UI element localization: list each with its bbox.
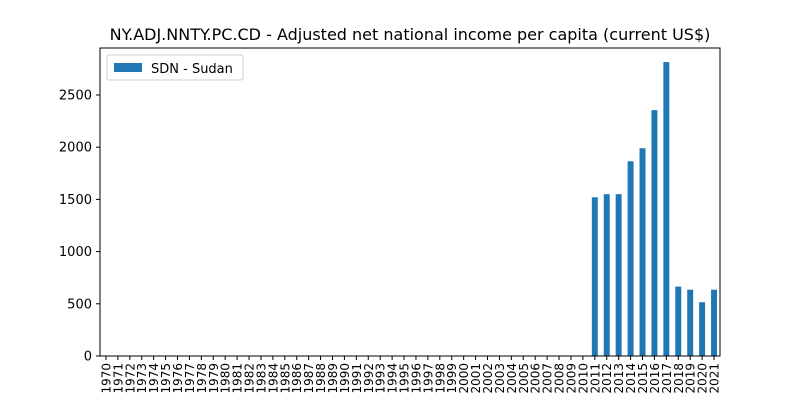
x-tick-label: 2007	[541, 363, 555, 394]
x-tick-label: 2004	[505, 363, 519, 394]
x-tick-label: 1993	[374, 363, 388, 394]
x-tick-label: 2018	[672, 363, 686, 394]
x-tick-label: 2010	[576, 363, 590, 394]
x-tick-label: 2012	[600, 363, 614, 394]
bar-2015	[639, 148, 646, 356]
bar-2016	[651, 110, 658, 357]
x-tick-label: 1988	[314, 363, 328, 394]
x-tick-label: 1975	[159, 363, 173, 394]
x-tick-label: 1986	[290, 363, 304, 394]
x-tick-label: 2003	[493, 363, 507, 394]
x-tick-label: 2013	[612, 363, 626, 394]
bar-2020	[699, 302, 706, 356]
x-tick-label: 1980	[219, 363, 233, 394]
bar-2013	[615, 194, 622, 356]
x-tick-label: 1989	[326, 363, 340, 394]
legend-label: SDN - Sudan	[151, 62, 233, 77]
x-tick-label: 1990	[338, 363, 352, 394]
chart-title: NY.ADJ.NNTY.PC.CD - Adjusted net nationa…	[110, 25, 711, 44]
x-tick-label: 2021	[708, 363, 722, 394]
x-tick-label: 1997	[421, 363, 435, 394]
x-tick-label: 1977	[183, 363, 197, 394]
y-tick-label: 1000	[59, 245, 92, 260]
bar-2011	[591, 197, 598, 356]
x-tick-label: 2020	[696, 363, 710, 394]
x-tick-label: 1974	[147, 363, 161, 394]
x-tick-label: 2008	[553, 363, 567, 394]
x-tick-label: 2002	[481, 363, 495, 394]
x-tick-label: 1991	[350, 363, 364, 394]
legend: SDN - Sudan	[106, 54, 244, 81]
x-tick-label: 2019	[684, 363, 698, 394]
x-tick-label: 1972	[123, 363, 137, 394]
x-tick-label: 1996	[409, 363, 423, 394]
x-tick-label: 1981	[231, 363, 245, 394]
x-tick-label: 2015	[636, 363, 650, 394]
bar-2021	[711, 289, 718, 356]
bar-2014	[627, 161, 634, 356]
legend-frame	[106, 54, 244, 81]
x-tick-label: 1999	[445, 363, 459, 394]
x-tick-label: 1971	[111, 363, 125, 394]
x-tick-label: 1976	[171, 363, 185, 394]
x-tick-label: 1979	[207, 363, 221, 394]
x-tick-label: 1970	[99, 363, 113, 394]
x-tick-label: 1994	[386, 363, 400, 394]
x-tick-label: 2000	[457, 363, 471, 394]
x-tick-label: 1973	[135, 363, 149, 394]
x-tick-label: 1983	[254, 363, 268, 394]
bar-2019	[687, 289, 694, 356]
x-tick-label: 1978	[195, 363, 209, 394]
x-tick-label: 2001	[469, 363, 483, 394]
bar-2012	[603, 194, 610, 356]
x-tick-label: 2006	[529, 363, 543, 394]
x-tick-label: 1984	[266, 363, 280, 394]
x-tick-label: 2009	[564, 363, 578, 394]
x-tick-label: 1982	[243, 363, 257, 394]
x-tick-label: 2011	[588, 363, 602, 394]
x-tick-label: 1995	[398, 363, 412, 394]
bar-2018	[675, 286, 682, 356]
x-tick-label: 1998	[433, 363, 447, 394]
y-tick-label: 2500	[59, 88, 92, 103]
y-tick-label: 500	[67, 297, 92, 312]
x-tick-label: 1992	[362, 363, 376, 394]
y-tick-label: 0	[84, 350, 92, 365]
x-tick-label: 1987	[302, 363, 316, 394]
x-tick-label: 2017	[660, 363, 674, 394]
bar-2017	[663, 62, 670, 357]
x-tick-label: 2016	[648, 363, 662, 394]
x-tick-label: 2005	[517, 363, 531, 394]
y-tick-label: 2000	[59, 141, 92, 156]
x-tick-label: 1985	[278, 363, 292, 394]
x-tick-label: 2014	[624, 363, 638, 394]
y-tick-label: 1500	[59, 193, 92, 208]
plot-frame	[99, 47, 721, 357]
legend-swatch	[114, 63, 142, 72]
